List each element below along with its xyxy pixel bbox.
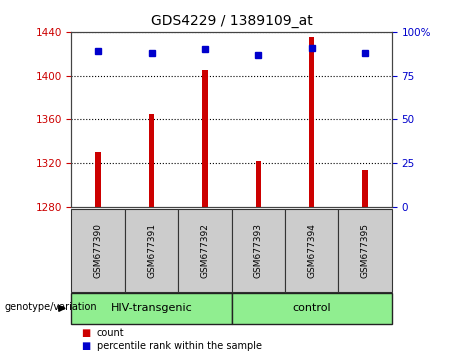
Bar [256,161,261,207]
Title: GDS4229 / 1389109_at: GDS4229 / 1389109_at [151,14,313,28]
Bar [149,114,154,207]
Text: GSM677393: GSM677393 [254,223,263,278]
Bar [309,37,314,207]
Bar [202,70,207,207]
Text: ■: ■ [81,341,90,351]
Text: count: count [97,329,124,338]
Text: control: control [292,303,331,313]
Text: HIV-transgenic: HIV-transgenic [111,303,192,313]
Text: GSM677395: GSM677395 [361,223,370,278]
Text: GSM677394: GSM677394 [307,223,316,278]
Text: GSM677391: GSM677391 [147,223,156,278]
Bar [362,170,368,207]
Text: percentile rank within the sample: percentile rank within the sample [97,341,262,351]
Text: GSM677392: GSM677392 [201,223,209,278]
Text: ■: ■ [81,329,90,338]
Text: GSM677390: GSM677390 [94,223,103,278]
Text: genotype/variation: genotype/variation [5,302,97,312]
Bar [95,152,101,207]
